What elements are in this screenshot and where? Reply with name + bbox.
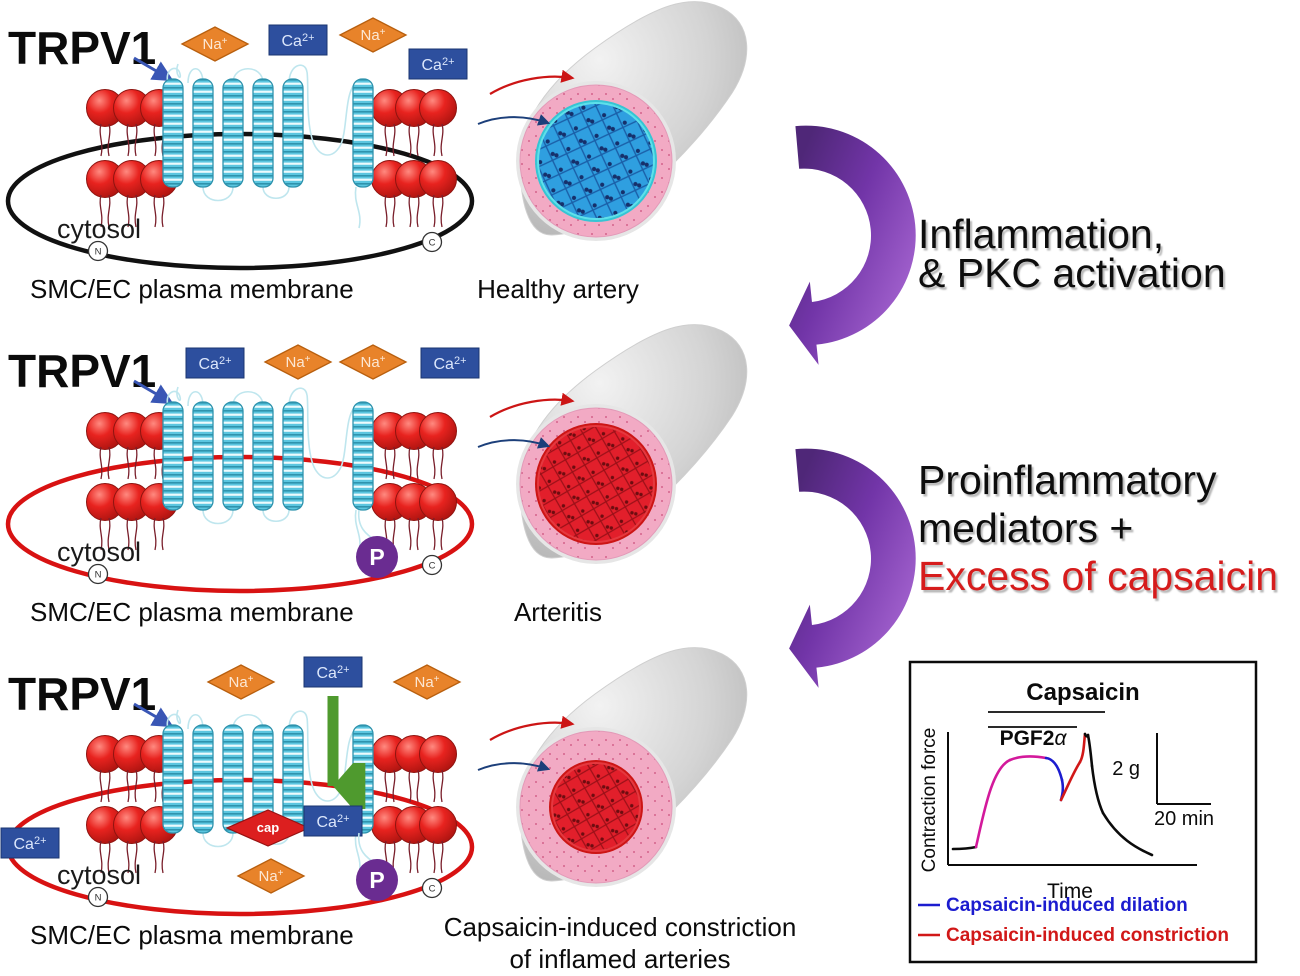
svg-text:Capsaicin: Capsaicin <box>1026 679 1139 706</box>
svg-text:mediators +: mediators + <box>918 505 1133 551</box>
svg-text:Contraction force: Contraction force <box>919 728 940 873</box>
svg-text:P: P <box>369 544 384 570</box>
svg-text:20 min: 20 min <box>1154 808 1214 830</box>
svg-text:2 g: 2 g <box>1112 758 1140 780</box>
svg-text:Capsaicin-induced dilation: Capsaicin-induced dilation <box>946 895 1188 916</box>
svg-text:cap: cap <box>257 820 279 835</box>
svg-text:TRPV1: TRPV1 <box>8 345 156 397</box>
svg-text:PGF2α: PGF2α <box>1000 727 1068 750</box>
svg-text:Capsaicin-induced constriction: Capsaicin-induced constriction <box>946 925 1229 946</box>
svg-text:Arteritis: Arteritis <box>514 597 602 627</box>
svg-text:P: P <box>369 867 384 893</box>
svg-text:Capsaicin-induced constriction: Capsaicin-induced constriction <box>444 912 797 942</box>
svg-text:Healthy artery: Healthy artery <box>477 274 639 304</box>
svg-text:TRPV1: TRPV1 <box>8 668 156 720</box>
svg-text:TRPV1: TRPV1 <box>8 22 156 74</box>
svg-text:Proinflammatory: Proinflammatory <box>918 457 1217 503</box>
svg-text:& PKC activation: & PKC activation <box>918 250 1226 296</box>
svg-text:of inflamed arteries: of inflamed arteries <box>509 944 730 974</box>
svg-text:Excess of capsaicin: Excess of capsaicin <box>918 553 1278 599</box>
